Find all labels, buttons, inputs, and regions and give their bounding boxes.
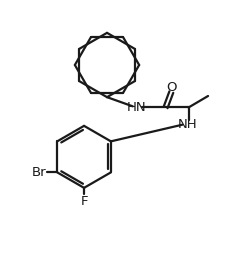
Text: NH: NH xyxy=(178,118,197,131)
Text: O: O xyxy=(166,82,177,94)
Text: F: F xyxy=(80,195,88,208)
Text: Br: Br xyxy=(32,166,47,179)
Text: HN: HN xyxy=(127,101,147,114)
